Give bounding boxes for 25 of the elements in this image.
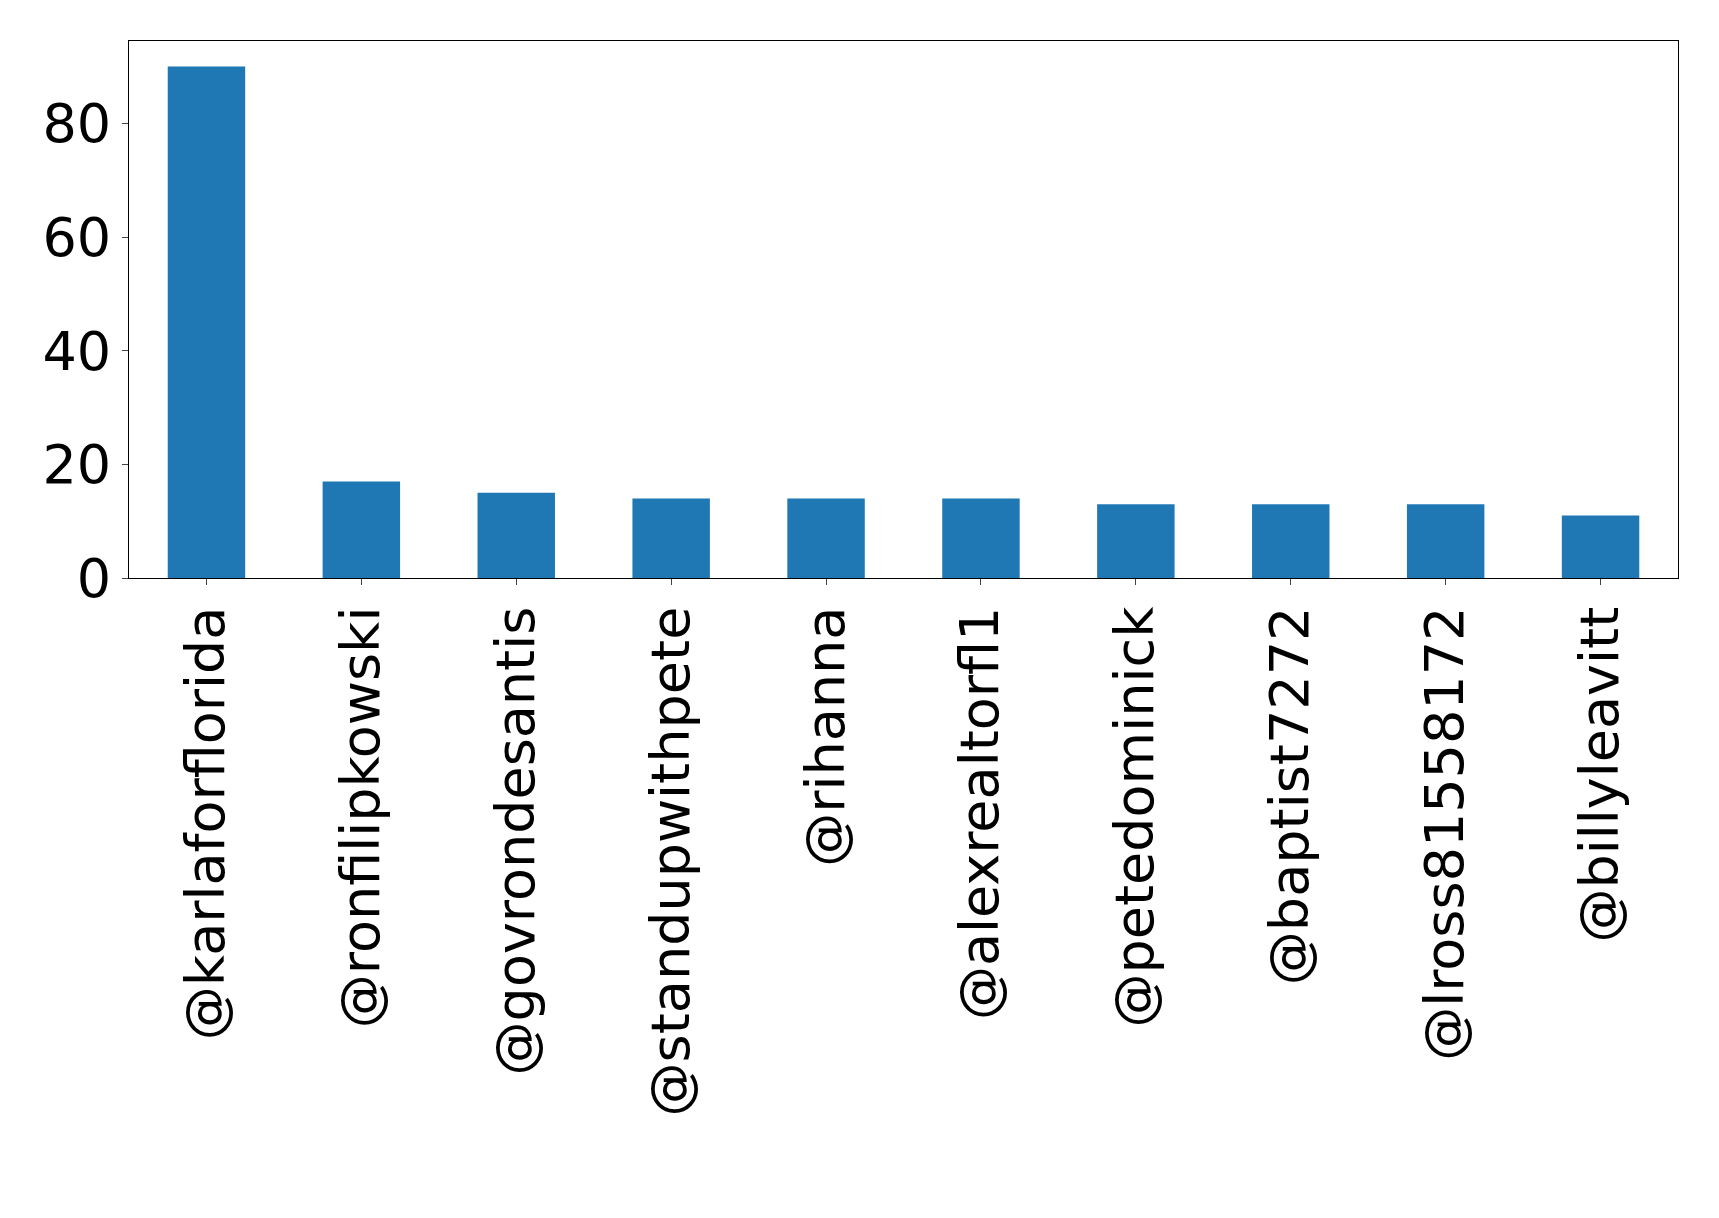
- x-tick-label: @ronfilipkowski: [328, 606, 392, 1029]
- bar: [167, 66, 246, 578]
- bar: [1097, 504, 1175, 578]
- bar: [942, 498, 1020, 578]
- bar: [787, 498, 865, 578]
- bar: [1561, 515, 1640, 578]
- bar: [477, 492, 555, 578]
- bar: [322, 481, 401, 578]
- x-tick-label: @govrondesantis: [483, 606, 547, 1076]
- y-tick-label: 80: [42, 92, 112, 156]
- x-tick-label: @rihanna: [793, 606, 857, 867]
- bar: [632, 498, 710, 578]
- x-tick-label: @standupwithpete: [638, 606, 702, 1117]
- y-tick-label: 60: [42, 205, 112, 269]
- y-tick-label: 0: [76, 546, 112, 610]
- bar: [1406, 504, 1485, 578]
- x-tick-label: @lross81558172: [1413, 606, 1477, 1061]
- y-tick-label: 20: [42, 433, 112, 497]
- y-tick-label: 40: [42, 319, 112, 383]
- x-tick-label: @baptist7272: [1258, 606, 1322, 986]
- x-tick-label: @petedominick: [1103, 605, 1167, 1028]
- bar: [1252, 504, 1330, 578]
- x-tick-label: @karlaforflorida: [174, 606, 237, 1041]
- x-tick-label: @billyleavitt: [1568, 606, 1632, 943]
- x-tick-label: @alexrealtorfl1: [948, 606, 1012, 1021]
